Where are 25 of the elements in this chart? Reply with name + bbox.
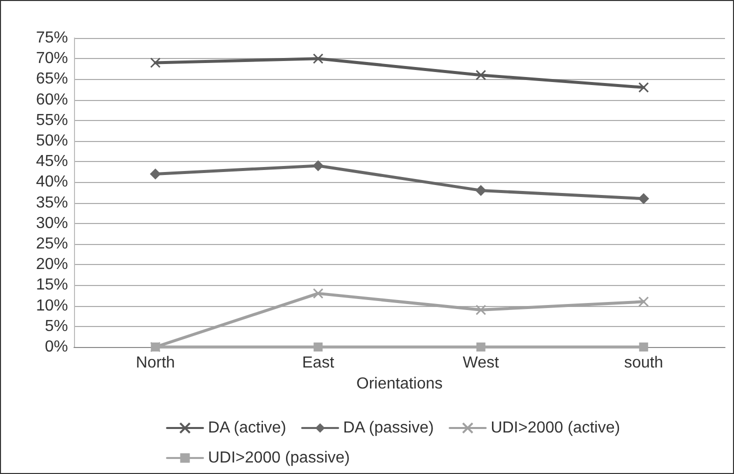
legend-label: UDI>2000 (active)	[490, 420, 620, 436]
y-tick-label: 70%	[36, 50, 68, 68]
legend-label: DA (active)	[208, 420, 286, 436]
y-tick-label: 25%	[36, 236, 68, 252]
legend-label: UDI>2000 (passive)	[208, 450, 350, 466]
y-tick-label: 10%	[36, 297, 68, 314]
y-tick-label: 40%	[36, 174, 68, 191]
y-tick-label: 15%	[36, 276, 68, 294]
y-tick-label: 35%	[36, 194, 68, 212]
x-tick-label: East	[302, 354, 335, 372]
y-tick-label: 30%	[36, 214, 68, 232]
y-tick-label: 65%	[36, 70, 68, 88]
x-tick-label: south	[624, 354, 664, 372]
y-tick-label: 75%	[36, 30, 68, 46]
y-tick-label: 0%	[44, 338, 68, 356]
y-tick-label: 60%	[36, 91, 68, 108]
y-tick-label: 55%	[36, 112, 68, 129]
x-tick-label: West	[462, 354, 500, 372]
y-tick-label: 5%	[44, 318, 68, 335]
x-axis-title: Orientations	[356, 375, 443, 392]
x-tick-label: North	[136, 354, 175, 372]
legend-label: DA (passive)	[343, 420, 434, 436]
y-tick-label: 50%	[36, 132, 68, 150]
y-tick-label: 20%	[36, 256, 68, 274]
y-tick-label: 45%	[36, 153, 68, 170]
